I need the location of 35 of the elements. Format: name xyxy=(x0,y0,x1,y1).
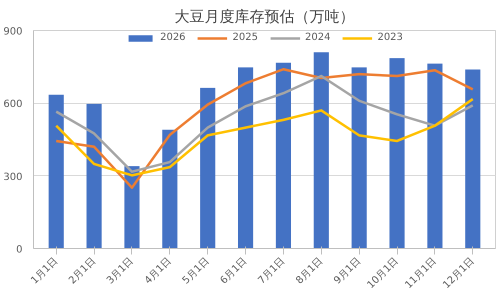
x-tick-label: 3月1日 xyxy=(104,256,136,287)
x-tick-label: 2月1日 xyxy=(67,256,98,287)
x-tick-label: 11月1日 xyxy=(403,256,439,292)
chart-title: 大豆月度库存预估（万吨） xyxy=(174,8,354,26)
line-series xyxy=(54,74,474,173)
line-series xyxy=(54,98,474,177)
x-tick-label: 1月1日 xyxy=(29,256,60,287)
bar xyxy=(200,88,216,248)
y-tick-label: 0 xyxy=(16,244,23,256)
y-tick-label: 900 xyxy=(3,26,23,38)
bar xyxy=(389,58,405,248)
bar xyxy=(162,130,178,248)
bar xyxy=(238,67,254,248)
x-tick-label: 9月1日 xyxy=(332,256,364,287)
x-tick-label: 12月1日 xyxy=(441,256,477,292)
bar xyxy=(352,67,367,248)
x-tick-label: 7月1日 xyxy=(256,256,288,287)
x-tick-label: 4月1日 xyxy=(142,256,174,287)
y-tick-label: 300 xyxy=(3,172,23,183)
legend-label: 2025 xyxy=(232,32,258,43)
legend-label: 2023 xyxy=(377,32,403,43)
y-tick-label: 600 xyxy=(3,99,23,110)
line-series xyxy=(54,68,474,189)
x-tick-label: 6月1日 xyxy=(218,256,250,287)
bar xyxy=(314,52,329,248)
x-tick-label: 8月1日 xyxy=(294,256,326,287)
x-tick-label: 10月1日 xyxy=(366,256,401,292)
bar xyxy=(276,62,292,248)
bar xyxy=(465,70,480,248)
bar xyxy=(427,64,442,248)
legend-label: 2024 xyxy=(305,32,330,43)
legend-label: 2026 xyxy=(160,32,186,43)
bar xyxy=(48,94,64,248)
x-tick-label: 5月1日 xyxy=(180,256,212,287)
bar xyxy=(86,104,102,248)
